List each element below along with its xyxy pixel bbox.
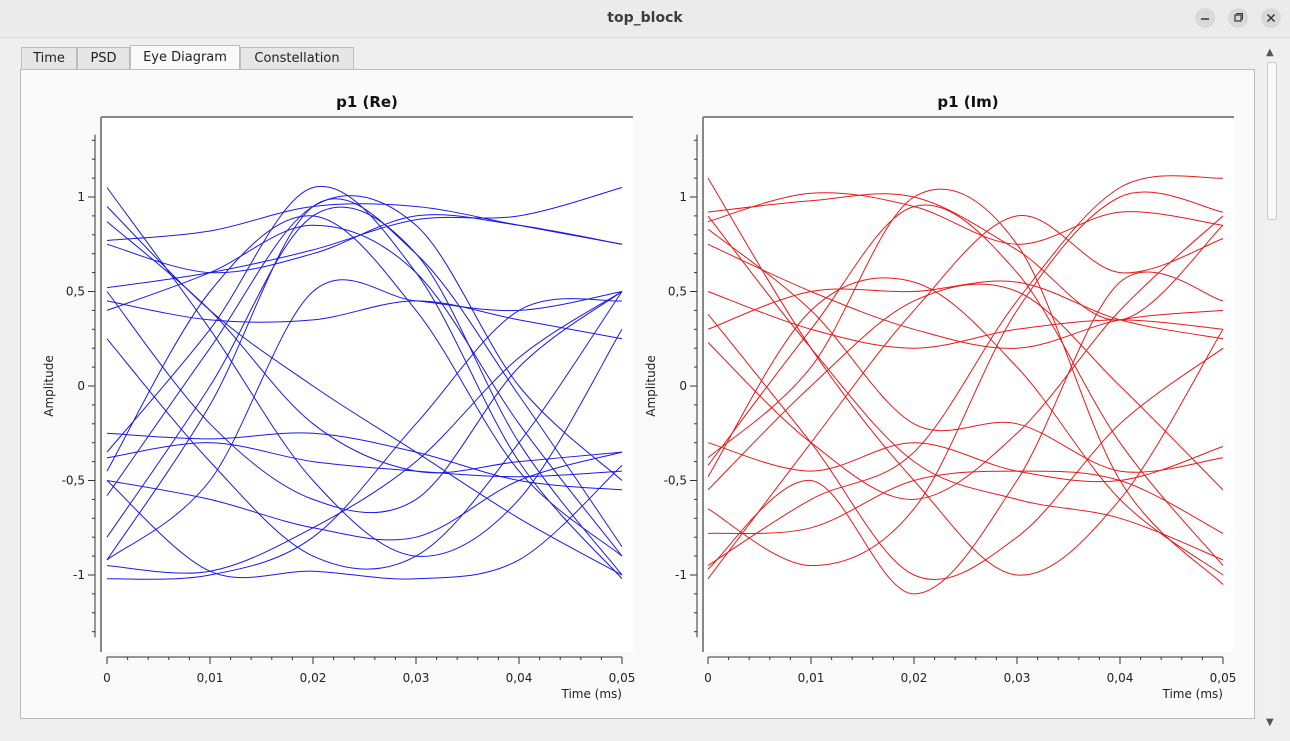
chart0-y-tick-label: -1	[73, 568, 85, 582]
close-icon	[1266, 13, 1276, 23]
chart0-y-tick-label: 0	[77, 379, 85, 393]
chart1-trace-8	[707, 215, 1224, 500]
window-titlebar: top_block	[0, 0, 1290, 38]
eye-diagram-plots: p1 (Re) 1 0,5 0 -0,5 -1 Amplitude 0 0,01 0,02 0,03…	[42, 93, 1237, 701]
chart1-y-axis-label: Amplitude	[644, 355, 658, 417]
chart1-y-tick-label: 0,5	[668, 285, 687, 299]
chart0-trace-4	[106, 214, 623, 274]
chart0-plot-area	[101, 117, 633, 652]
chart0-trace-16	[106, 206, 623, 576]
chart1-x-tick-label: 0	[704, 671, 712, 685]
scroll-down-icon[interactable]: ▼	[1266, 717, 1274, 728]
chart0-trace-8	[106, 224, 623, 557]
chart0-trace-19	[106, 298, 623, 580]
chart0-x-tick-label: 0,02	[300, 671, 327, 685]
chart1-trace-5	[707, 291, 1224, 349]
tab-psd[interactable]: PSD	[77, 47, 130, 69]
chart0-trace-0	[106, 187, 623, 557]
chart0-y-tick-label: 1	[77, 190, 85, 204]
chart1-trace-14	[707, 175, 1224, 567]
chart1-trace-7	[707, 280, 1224, 340]
minimize-button[interactable]	[1195, 8, 1215, 28]
chart0-trace-15	[106, 195, 623, 496]
chart0-x-tick-label: 0,04	[506, 671, 533, 685]
chart0-x-tick-label: 0,01	[197, 671, 224, 685]
chart0-trace-17	[106, 279, 623, 561]
chart1-x-axis-label: Time (ms)	[1162, 687, 1224, 701]
chart0-x-tick-label: 0,05	[609, 671, 636, 685]
maximize-button[interactable]	[1228, 8, 1248, 28]
chart0-y-tick-label: 0,5	[66, 285, 85, 299]
chart1-x-tick-label: 0,05	[1210, 671, 1237, 685]
chart1-trace-16	[707, 215, 1224, 580]
restore-icon	[1234, 13, 1243, 22]
chart1-trace-2	[707, 192, 1224, 245]
chart1-y-tick-label: 0	[679, 379, 687, 393]
vertical-scrollbar[interactable]: ▲ ▼	[1264, 44, 1280, 731]
chart0-trace-7	[106, 300, 623, 340]
chart0-trace-5	[106, 187, 623, 289]
chart1-trace-17	[707, 191, 1224, 567]
close-button[interactable]	[1261, 8, 1281, 28]
chart1-y-tick-label: 1	[679, 190, 687, 204]
window-title: top_block	[607, 10, 683, 26]
chart1-trace-0	[707, 177, 1224, 576]
chart1-trace-6	[707, 313, 1224, 580]
chart0-x-tick-label: 0	[103, 671, 111, 685]
chart0-y-axis-label: Amplitude	[42, 355, 56, 417]
chart1-x-tick-label: 0,04	[1107, 671, 1134, 685]
chart0-trace-10	[106, 432, 623, 491]
chart0-trace-21	[106, 465, 623, 580]
chart0-title: p1 (Re)	[336, 93, 398, 111]
chart0-trace-9	[106, 291, 623, 570]
chart1-trace-18	[707, 283, 1224, 491]
chart1-trace-9	[707, 442, 1224, 483]
chart0-y-tick-label: -0,5	[62, 474, 85, 488]
tab-time[interactable]: Time	[21, 47, 77, 69]
chart1-y-tick-label: -0,5	[664, 474, 687, 488]
chart1-trace-12	[707, 277, 1224, 576]
chart0-trace-6	[106, 291, 623, 514]
chart0-trace-14	[106, 451, 623, 541]
chart0-trace-20	[106, 198, 623, 561]
chart1-trace-3	[707, 228, 1224, 473]
chart1-trace-11	[707, 204, 1224, 566]
minimize-icon	[1201, 18, 1209, 20]
chart0-trace-2	[106, 221, 623, 474]
chart0-trace-11	[106, 185, 623, 580]
chart1-trace-10	[707, 188, 1224, 585]
tab-eye-diagram[interactable]: Eye Diagram	[130, 45, 240, 69]
scroll-thumb[interactable]	[1267, 62, 1277, 220]
chart1-trace-19	[707, 215, 1224, 561]
chart0-x-tick-label: 0,03	[403, 671, 430, 685]
chart0-x-axis-label: Time (ms)	[561, 687, 623, 701]
chart1-plot-area	[703, 117, 1234, 652]
scroll-up-icon[interactable]: ▲	[1266, 47, 1274, 58]
chart1-y-tick-label: -1	[675, 568, 687, 582]
chart1-trace-4	[707, 243, 1224, 349]
chart0-trace-13	[106, 215, 623, 557]
chart1-x-tick-label: 0,03	[1004, 671, 1031, 685]
chart1-title: p1 (Im)	[937, 93, 998, 111]
chart1-trace-1	[707, 193, 1224, 321]
chart1-trace-13	[707, 470, 1224, 535]
tab-constellation[interactable]: Constellation	[240, 47, 354, 69]
chart1-trace-15	[707, 271, 1224, 595]
chart0-trace-18	[106, 291, 623, 574]
chart1-x-tick-label: 0,01	[798, 671, 825, 685]
chart1-x-tick-label: 0,02	[901, 671, 928, 685]
